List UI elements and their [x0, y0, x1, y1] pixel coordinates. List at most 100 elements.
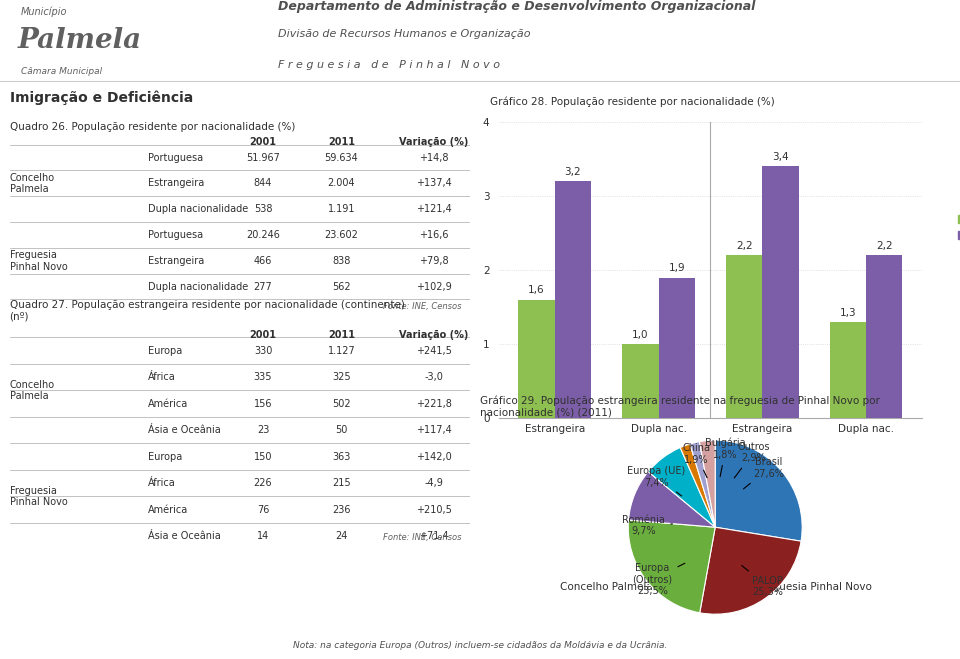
Wedge shape	[629, 472, 715, 527]
Text: Dupla nacionalidade: Dupla nacionalidade	[148, 204, 248, 214]
Text: Imigração e Deficiência: Imigração e Deficiência	[10, 91, 193, 105]
Wedge shape	[681, 444, 715, 527]
Text: 59.634: 59.634	[324, 152, 358, 163]
Text: 1,3: 1,3	[840, 308, 856, 318]
Text: 3,4: 3,4	[772, 152, 789, 162]
Text: 156: 156	[253, 399, 273, 409]
Bar	[518, 300, 555, 418]
Text: 23.602: 23.602	[324, 230, 358, 240]
Text: 538: 538	[253, 204, 273, 214]
Text: Gráfico 28. População residente por nacionalidade (%): Gráfico 28. População residente por naci…	[490, 97, 775, 107]
Text: 24: 24	[335, 531, 348, 541]
Text: Europa: Europa	[148, 345, 182, 356]
Text: +16,6: +16,6	[419, 230, 448, 240]
Text: África: África	[148, 372, 176, 382]
Text: 2001: 2001	[250, 330, 276, 339]
Wedge shape	[690, 442, 715, 527]
Text: +117,4: +117,4	[416, 425, 451, 435]
Text: 2,2: 2,2	[876, 241, 893, 251]
Text: -4,9: -4,9	[424, 478, 443, 488]
Text: 2.004: 2.004	[327, 179, 355, 188]
Text: +14,8: +14,8	[419, 152, 448, 163]
Text: +137,4: +137,4	[416, 179, 451, 188]
Text: 844: 844	[253, 179, 273, 188]
Text: Câmara Municipal: Câmara Municipal	[21, 67, 103, 76]
Text: Fonte: INE, Censos: Fonte: INE, Censos	[383, 302, 461, 310]
Text: 466: 466	[253, 256, 273, 266]
Text: 76: 76	[257, 505, 269, 515]
Text: 2011: 2011	[328, 330, 355, 339]
Text: Nota: na categoria Europa (Outros) incluem-se cidadãos da Moldávia e da Ucrânia.: Nota: na categoria Europa (Outros) inclu…	[293, 641, 667, 650]
Text: -3,0: -3,0	[424, 372, 443, 382]
Text: 335: 335	[253, 372, 273, 382]
Text: 2,2: 2,2	[735, 241, 753, 251]
Text: Quadro 26. População residente por nacionalidade (%): Quadro 26. População residente por nacio…	[10, 122, 295, 132]
Text: Palmela: Palmela	[17, 27, 141, 54]
Text: 325: 325	[332, 372, 350, 382]
Wedge shape	[700, 440, 715, 527]
Text: 562: 562	[332, 281, 350, 291]
Text: Bulgária
1,8%: Bulgária 1,8%	[706, 438, 746, 476]
Text: +79,8: +79,8	[419, 256, 448, 266]
Text: 236: 236	[332, 505, 350, 515]
Legend: 2001, 2011: 2001, 2011	[953, 210, 960, 245]
Bar	[726, 255, 762, 418]
Text: Freguesia
Pinhal Novo: Freguesia Pinhal Novo	[10, 250, 67, 272]
Text: +121,4: +121,4	[416, 204, 451, 214]
Text: Quadro 27. População estrangeira residente por nacionalidade (continente)
(nº): Quadro 27. População estrangeira residen…	[10, 300, 404, 322]
Bar	[866, 255, 902, 418]
Wedge shape	[628, 520, 715, 613]
Text: +221,8: +221,8	[416, 399, 451, 409]
Bar	[762, 167, 799, 418]
Text: Portuguesa: Portuguesa	[148, 152, 203, 163]
Text: 277: 277	[253, 281, 273, 291]
Text: 363: 363	[332, 451, 350, 462]
Bar	[659, 277, 695, 418]
Text: Dupla nacionalidade: Dupla nacionalidade	[148, 281, 248, 291]
Bar	[829, 322, 866, 418]
Text: 1.127: 1.127	[327, 345, 355, 356]
Text: Concelho
Palmela: Concelho Palmela	[10, 380, 55, 401]
Text: África: África	[148, 478, 176, 488]
Text: China
1,9%: China 1,9%	[682, 444, 710, 478]
Text: Variação (%): Variação (%)	[398, 137, 468, 147]
Text: Brasil
27,6%: Brasil 27,6%	[743, 457, 784, 489]
Text: Estrangeira: Estrangeira	[148, 179, 204, 188]
Text: 14: 14	[257, 531, 269, 541]
Text: Fonte: INE, Censos: Fonte: INE, Censos	[383, 532, 461, 542]
Text: 2001: 2001	[250, 137, 276, 147]
Text: 1,0: 1,0	[632, 330, 649, 340]
Text: +102,9: +102,9	[416, 281, 451, 291]
Text: Variação (%): Variação (%)	[398, 330, 468, 339]
Wedge shape	[648, 447, 715, 527]
Text: 50: 50	[335, 425, 348, 435]
Text: Divisão de Recursos Humanos e Organização: Divisão de Recursos Humanos e Organizaçã…	[278, 29, 531, 39]
Text: Departamento de Administração e Desenvolvimento Organizacional: Departamento de Administração e Desenvol…	[278, 0, 756, 13]
Text: Gráfico 29. População estrangeira residente na freguesia de Pinhal Novo por
naci: Gráfico 29. População estrangeira reside…	[480, 396, 880, 418]
Text: Europa
(Outros)
23,5%: Europa (Outros) 23,5%	[633, 563, 684, 596]
Text: 3,2: 3,2	[564, 167, 581, 177]
Text: PALOP
25,3%: PALOP 25,3%	[742, 565, 782, 597]
Text: 23: 23	[257, 425, 269, 435]
Bar	[555, 181, 591, 418]
Text: América: América	[148, 505, 188, 515]
Text: Concelho
Palmela: Concelho Palmela	[10, 173, 55, 194]
Text: 838: 838	[332, 256, 350, 266]
Text: 215: 215	[332, 478, 350, 488]
Text: Estrangeira: Estrangeira	[148, 256, 204, 266]
Text: Freguesia
Pinhal Novo: Freguesia Pinhal Novo	[10, 486, 67, 507]
Text: 502: 502	[332, 399, 350, 409]
Text: América: América	[148, 399, 188, 409]
Wedge shape	[715, 440, 803, 541]
Text: Europa: Europa	[148, 451, 182, 462]
Text: 1,9: 1,9	[668, 263, 685, 273]
Text: +210,5: +210,5	[416, 505, 451, 515]
Wedge shape	[700, 527, 801, 614]
Text: Concelho Palmela: Concelho Palmela	[561, 581, 653, 592]
Text: 20.246: 20.246	[246, 230, 280, 240]
Text: 51.967: 51.967	[246, 152, 280, 163]
Text: Ásia e Oceânia: Ásia e Oceânia	[148, 531, 221, 541]
Text: Portuguesa: Portuguesa	[148, 230, 203, 240]
Text: Município: Município	[21, 7, 67, 17]
Bar	[622, 344, 659, 418]
